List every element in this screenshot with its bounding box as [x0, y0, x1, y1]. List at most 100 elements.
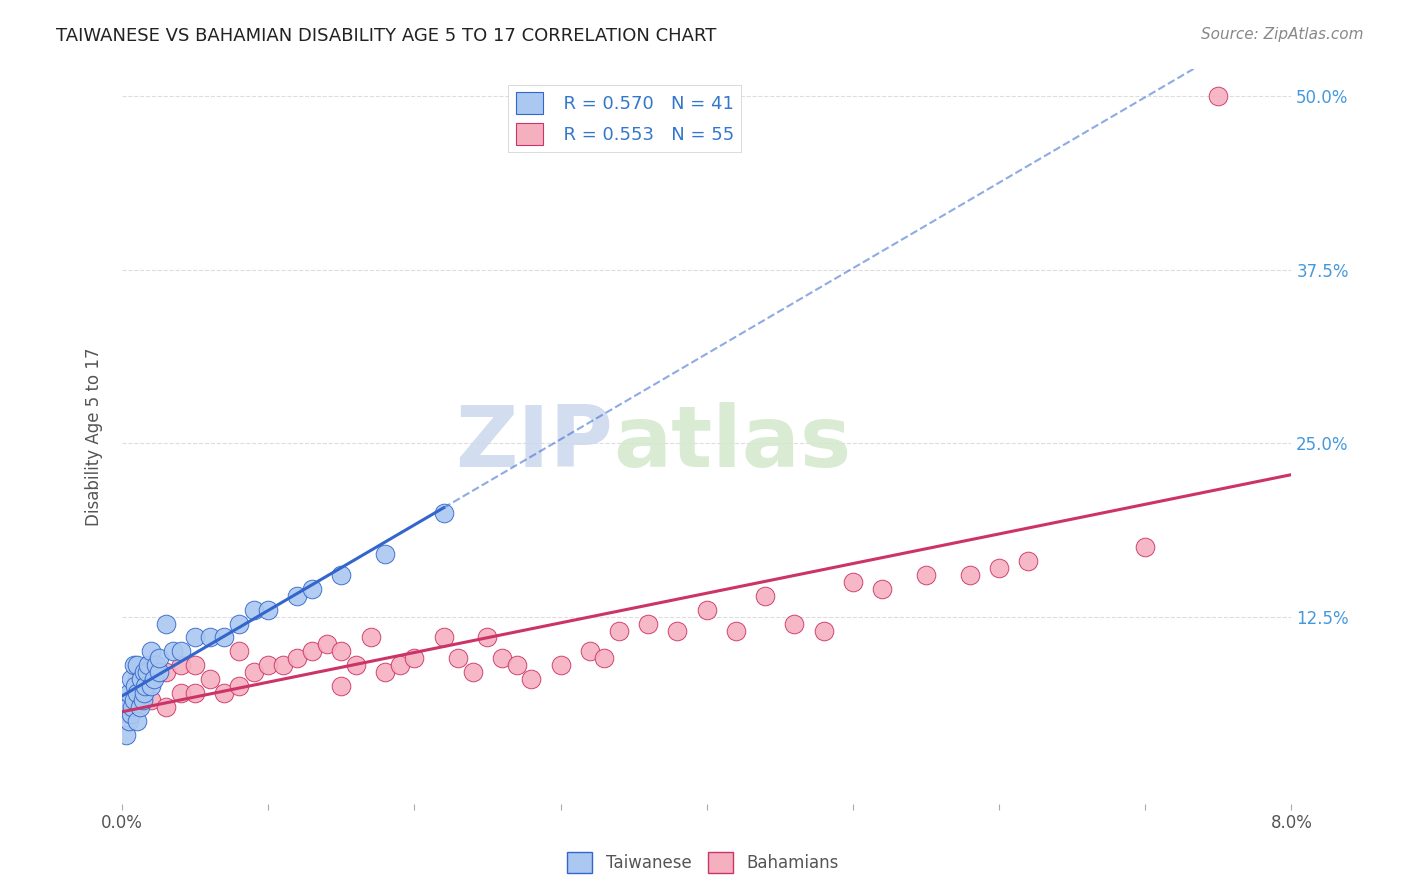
Legend:   R = 0.570   N = 41,   R = 0.553   N = 55: R = 0.570 N = 41, R = 0.553 N = 55	[509, 85, 741, 153]
Point	[330, 568, 353, 582]
Point	[477, 631, 499, 645]
Point	[141, 693, 163, 707]
Point	[447, 651, 470, 665]
Legend: Taiwanese, Bahamians: Taiwanese, Bahamians	[561, 846, 845, 880]
Text: Source: ZipAtlas.com: Source: ZipAtlas.com	[1201, 27, 1364, 42]
Point	[132, 686, 155, 700]
Point	[374, 547, 396, 561]
Point	[120, 672, 142, 686]
Point	[1017, 554, 1039, 568]
Point	[162, 644, 184, 658]
Point	[344, 658, 367, 673]
Point	[125, 699, 148, 714]
Point	[1206, 89, 1229, 103]
Point	[637, 616, 659, 631]
Point	[135, 665, 157, 680]
Point	[120, 706, 142, 721]
Point	[491, 651, 513, 665]
Point	[783, 616, 806, 631]
Point	[214, 686, 236, 700]
Point	[143, 672, 166, 686]
Point	[1133, 541, 1156, 555]
Point	[141, 644, 163, 658]
Point	[169, 686, 191, 700]
Point	[433, 631, 456, 645]
Point	[121, 699, 143, 714]
Point	[593, 651, 616, 665]
Point	[915, 568, 938, 582]
Point	[138, 658, 160, 673]
Point	[301, 644, 323, 658]
Point	[122, 693, 145, 707]
Point	[330, 644, 353, 658]
Point	[125, 714, 148, 728]
Point	[228, 644, 250, 658]
Point	[754, 589, 776, 603]
Point	[214, 631, 236, 645]
Point	[301, 582, 323, 596]
Point	[129, 672, 152, 686]
Point	[145, 658, 167, 673]
Point	[505, 658, 527, 673]
Point	[115, 728, 138, 742]
Point	[696, 603, 718, 617]
Point	[666, 624, 689, 638]
Text: ZIP: ZIP	[456, 402, 613, 485]
Point	[131, 693, 153, 707]
Point	[122, 658, 145, 673]
Point	[141, 658, 163, 673]
Point	[360, 631, 382, 645]
Point	[433, 506, 456, 520]
Point	[607, 624, 630, 638]
Point	[155, 665, 177, 680]
Point	[988, 561, 1011, 575]
Point	[550, 658, 572, 673]
Point	[271, 658, 294, 673]
Text: atlas: atlas	[613, 402, 852, 485]
Point	[724, 624, 747, 638]
Point	[148, 651, 170, 665]
Text: TAIWANESE VS BAHAMIAN DISABILITY AGE 5 TO 17 CORRELATION CHART: TAIWANESE VS BAHAMIAN DISABILITY AGE 5 T…	[56, 27, 717, 45]
Point	[134, 679, 156, 693]
Point	[842, 574, 865, 589]
Point	[132, 665, 155, 680]
Point	[374, 665, 396, 680]
Point	[184, 631, 207, 645]
Point	[118, 686, 141, 700]
Point	[118, 714, 141, 728]
Point	[155, 616, 177, 631]
Point	[125, 658, 148, 673]
Point	[148, 665, 170, 680]
Point	[330, 679, 353, 693]
Point	[228, 679, 250, 693]
Point	[132, 686, 155, 700]
Point	[520, 672, 543, 686]
Point	[198, 672, 221, 686]
Point	[578, 644, 600, 658]
Point	[117, 699, 139, 714]
Point	[228, 616, 250, 631]
Point	[184, 658, 207, 673]
Point	[198, 631, 221, 645]
Point	[141, 679, 163, 693]
Point	[257, 658, 280, 673]
Point	[169, 644, 191, 658]
Point	[184, 686, 207, 700]
Point	[118, 706, 141, 721]
Point	[388, 658, 411, 673]
Point	[125, 686, 148, 700]
Point	[959, 568, 981, 582]
Point	[870, 582, 893, 596]
Point	[287, 651, 309, 665]
Point	[155, 699, 177, 714]
Point	[128, 699, 150, 714]
Point	[287, 589, 309, 603]
Point	[242, 665, 264, 680]
Point	[315, 637, 337, 651]
Point	[813, 624, 835, 638]
Point	[169, 658, 191, 673]
Y-axis label: Disability Age 5 to 17: Disability Age 5 to 17	[86, 347, 103, 525]
Point	[124, 679, 146, 693]
Point	[257, 603, 280, 617]
Point	[404, 651, 426, 665]
